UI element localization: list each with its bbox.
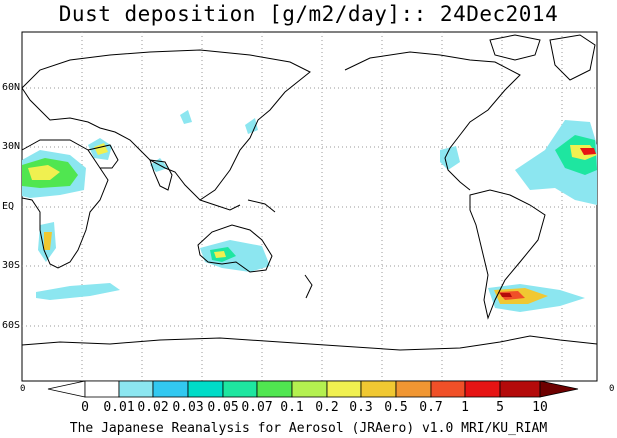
colorbar-label: 0.03 bbox=[172, 400, 203, 415]
colorbar-label: 0.07 bbox=[241, 400, 272, 415]
colorbar-label: 0.01 bbox=[103, 400, 134, 415]
colorbar-label: 0.1 bbox=[280, 400, 303, 415]
colorbar-swatch bbox=[395, 380, 432, 398]
colorbar-label: 5 bbox=[496, 400, 504, 415]
axis-zero-left: 0 bbox=[20, 384, 26, 394]
colorbar-under-triangle bbox=[47, 380, 86, 398]
colorbar-labels: 0 0.01 0.02 0.03 0.05 0.07 0.1 0.2 0.3 0… bbox=[81, 400, 548, 415]
map-title: Dust deposition [g/m2/day]:: 24Dec2014 bbox=[58, 2, 559, 26]
colorbar-over-triangle bbox=[539, 380, 579, 398]
dust-namerica bbox=[440, 146, 460, 170]
colorbar-swatch bbox=[222, 380, 258, 398]
colorbar-swatch bbox=[326, 380, 362, 398]
colorbar-swatch bbox=[152, 380, 189, 398]
dust-shading bbox=[22, 110, 597, 312]
dust-patagonia-peak bbox=[500, 293, 512, 297]
lat-label-eq: EQ bbox=[2, 201, 15, 212]
lat-label-30s: 30S bbox=[2, 260, 21, 271]
colorbar-label: 0.3 bbox=[349, 400, 372, 415]
dust-australia-high bbox=[214, 251, 226, 258]
lat-label-30n: 30N bbox=[2, 141, 21, 152]
colorbar-swatch bbox=[84, 380, 120, 398]
colorbar bbox=[47, 380, 579, 398]
dust-china bbox=[180, 110, 192, 124]
colorbar-swatch bbox=[187, 380, 224, 398]
colorbar-swatch bbox=[360, 380, 397, 398]
colorbar-swatch bbox=[118, 380, 154, 398]
colorbar-swatch bbox=[256, 380, 293, 398]
dust-sahara-high bbox=[28, 165, 60, 180]
colorbar-swatch bbox=[499, 380, 541, 398]
colorbar-label: 0.05 bbox=[207, 400, 238, 415]
colorbar-label: 0.5 bbox=[384, 400, 407, 415]
dust-satlantic bbox=[36, 283, 120, 300]
lat-label-60s: 60S bbox=[2, 320, 21, 331]
colorbar-swatch bbox=[291, 380, 328, 398]
colorbar-label: 0.02 bbox=[137, 400, 168, 415]
coastlines bbox=[21, 34, 598, 351]
colorbar-label: 10 bbox=[532, 400, 548, 415]
colorbar-label: 0 bbox=[81, 400, 89, 415]
axis-zero-right: 0 bbox=[609, 384, 615, 394]
map-frame bbox=[21, 31, 598, 382]
colorbar-swatch bbox=[464, 380, 501, 398]
colorbar-swatch bbox=[430, 380, 466, 398]
lat-label-60n: 60N bbox=[2, 82, 21, 93]
dust-natlantic-peak bbox=[580, 148, 596, 155]
colorbar-label: 0.2 bbox=[315, 400, 338, 415]
dust-japan bbox=[245, 118, 258, 134]
credit-footer: The Japanese Reanalysis for Aerosol (JRA… bbox=[69, 421, 548, 436]
colorbar-label: 0.7 bbox=[419, 400, 442, 415]
colorbar-label: 1 bbox=[461, 400, 469, 415]
dust-safrica-mid bbox=[44, 232, 52, 250]
